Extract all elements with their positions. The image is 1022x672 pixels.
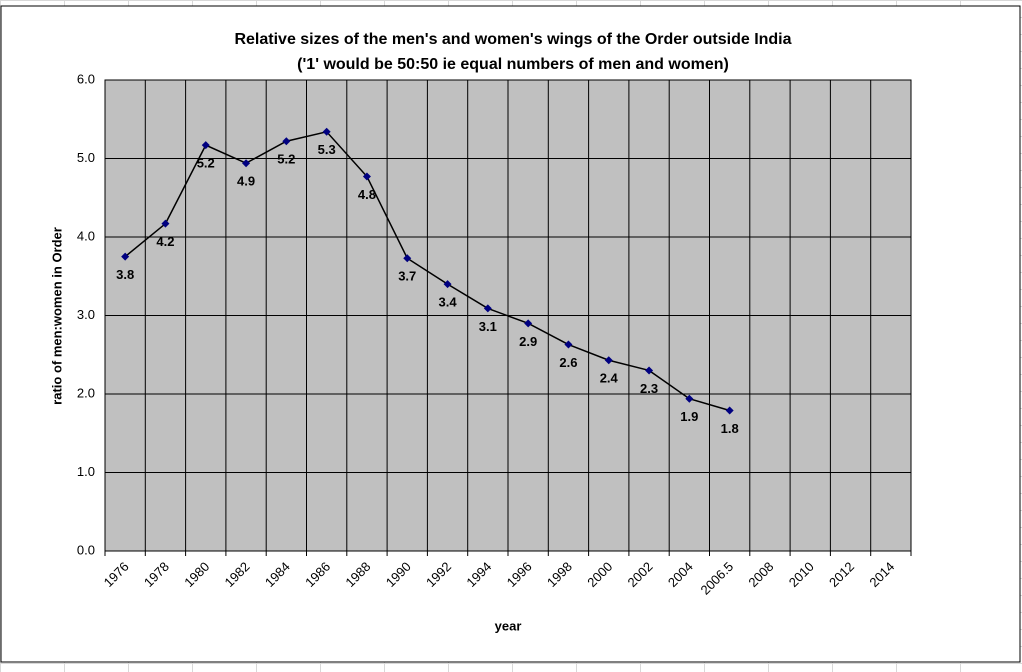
data-point: [483, 304, 492, 313]
data-label: 2.4: [600, 371, 619, 386]
data-label: 5.2: [277, 152, 295, 167]
data-label: 2.3: [640, 381, 658, 396]
data-point: [524, 319, 533, 328]
data-point: [685, 394, 694, 403]
data-point: [725, 406, 734, 415]
y-tick-label: 6.0: [77, 71, 95, 86]
data-label: 3.4: [439, 295, 458, 310]
y-tick-label: 3.0: [77, 307, 95, 322]
y-tick-label: 4.0: [77, 228, 95, 243]
data-point: [564, 340, 573, 349]
data-point: [443, 280, 452, 289]
data-point: [362, 172, 371, 181]
y-tick-label: 0.0: [77, 542, 95, 557]
data-label: 3.7: [398, 269, 416, 284]
data-label: 2.6: [559, 355, 577, 370]
data-point: [242, 159, 251, 168]
data-point: [201, 141, 210, 150]
data-label: 5.3: [318, 142, 336, 157]
data-label: 1.8: [721, 421, 739, 436]
data-point: [604, 356, 613, 365]
y-axis-label: ratio of men:women in Order: [49, 227, 64, 405]
y-tick-label: 5.0: [77, 150, 95, 165]
data-label: 4.9: [237, 174, 255, 189]
chart-subtitle: ('1' would be 50:50 ie equal numbers of …: [297, 56, 729, 73]
data-label: 4.2: [156, 234, 174, 249]
data-point: [161, 219, 170, 228]
y-tick-label: 1.0: [77, 464, 95, 479]
data-point: [403, 254, 412, 263]
data-label: 1.9: [680, 409, 698, 424]
data-label: 2.9: [519, 334, 537, 349]
x-axis-label: year: [495, 618, 522, 633]
data-point: [282, 137, 291, 146]
data-point: [121, 252, 130, 261]
data-label: 3.1: [479, 319, 497, 334]
data-point: [645, 366, 654, 375]
data-label: 3.8: [116, 267, 134, 282]
chart-title: Relative sizes of the men's and women's …: [234, 31, 791, 48]
y-tick-label: 2.0: [77, 385, 95, 400]
data-label: 4.8: [358, 187, 376, 202]
data-line: [124, 130, 730, 412]
data-point: [322, 127, 331, 136]
data-label: 5.2: [197, 156, 215, 171]
